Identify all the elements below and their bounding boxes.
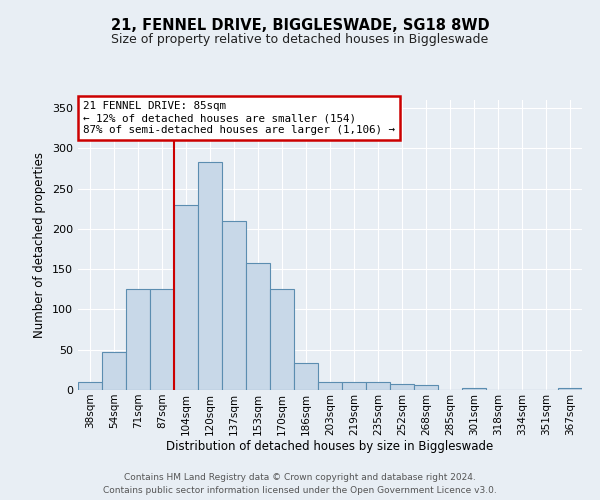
Bar [462,388,486,390]
Text: Size of property relative to detached houses in Biggleswade: Size of property relative to detached ho… [112,32,488,46]
Bar [414,385,438,390]
X-axis label: Distribution of detached houses by size in Biggleswade: Distribution of detached houses by size … [166,440,494,454]
Text: 21, FENNEL DRIVE, BIGGLESWADE, SG18 8WD: 21, FENNEL DRIVE, BIGGLESWADE, SG18 8WD [110,18,490,32]
Y-axis label: Number of detached properties: Number of detached properties [34,152,46,338]
Bar [126,290,150,390]
Bar [246,262,270,390]
Bar [390,384,414,390]
Bar [222,221,246,390]
Bar [318,382,342,390]
Bar [294,364,318,390]
Bar [270,290,294,390]
Bar [150,290,174,390]
Text: Contains HM Land Registry data © Crown copyright and database right 2024.
Contai: Contains HM Land Registry data © Crown c… [103,474,497,495]
Bar [366,382,390,390]
Bar [174,204,198,390]
Bar [102,352,126,390]
Bar [78,382,102,390]
Bar [342,382,366,390]
Bar [198,162,222,390]
Text: 21 FENNEL DRIVE: 85sqm
← 12% of detached houses are smaller (154)
87% of semi-de: 21 FENNEL DRIVE: 85sqm ← 12% of detached… [83,102,395,134]
Bar [558,388,582,390]
